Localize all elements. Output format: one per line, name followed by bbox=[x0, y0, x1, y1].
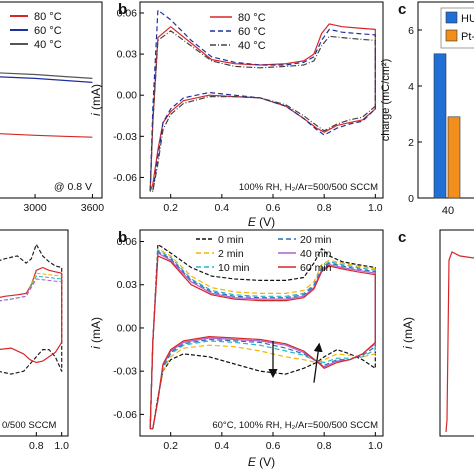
panel-c-top-category-label: 40 bbox=[442, 205, 454, 217]
panel-a-top-frame bbox=[0, 1, 103, 199]
panel-c-top-ytick-label: 4 bbox=[408, 81, 414, 93]
panel-b-bottom-ytick-label: -0.03 bbox=[113, 366, 137, 378]
panel-a-top-legend-label: 60 °C bbox=[34, 25, 62, 37]
panel-b-top-series-40-c bbox=[149, 30, 376, 192]
panel-letter-b-top: b bbox=[118, 1, 127, 18]
panel-b-top-ytick-label: 0.06 bbox=[117, 7, 138, 19]
panel-a-top-legend-label: 80 °C bbox=[34, 11, 62, 23]
panel-a-top-series-60-c bbox=[0, 76, 93, 83]
panel-letter-c-bottom: c bbox=[398, 229, 406, 246]
panel-a-bottom-xtick-label: 0.8 bbox=[29, 440, 44, 452]
panel-c-top-ytick-label: 2 bbox=[408, 137, 414, 149]
panel-c-top-legend-swatch bbox=[445, 11, 458, 24]
panel-b-bottom-ytick-label: -0.06 bbox=[113, 409, 137, 421]
panel-b-top-legend-label: 80 °C bbox=[238, 12, 266, 24]
panel-b-bottom-series-10-min bbox=[149, 249, 376, 430]
panel-a-top-xtick-label: 3000 bbox=[23, 202, 47, 214]
panel-b-bottom-series-2-min bbox=[149, 248, 376, 430]
panel-b-bottom-xtick-label: 1.0 bbox=[368, 440, 383, 452]
panel-b-bottom-legend-label: 60 min bbox=[300, 262, 332, 274]
panel-b-bottom-ytick-label: 0.00 bbox=[117, 322, 138, 334]
panel-b-top-xtick-label: 1.0 bbox=[368, 202, 383, 214]
panel-letter-c-top: c bbox=[398, 1, 406, 18]
panel-b-top-ylabel: i (mA) bbox=[89, 84, 103, 116]
panel-c-top-legend-label: Pt- bbox=[461, 31, 474, 43]
panel-b-top-ytick-label: 0.00 bbox=[117, 90, 138, 102]
panel-b-top-legend-label: 40 °C bbox=[238, 40, 266, 52]
panel-b-top-ytick-label: 0.03 bbox=[117, 49, 138, 61]
panel-b-top-ytick-label: -0.03 bbox=[113, 131, 137, 143]
panel-b-top-legend-label: 60 °C bbox=[238, 26, 266, 38]
panel-a-bottom-extra-trace bbox=[0, 278, 62, 302]
panel-b-bottom-legend-label: 0 min bbox=[218, 234, 244, 246]
panel-a-top-annotation: @ 0.8 V bbox=[54, 181, 92, 193]
panel-b-bottom-xtick-label: 0.2 bbox=[163, 440, 178, 452]
panel-a-bottom-xtick-label: 1.0 bbox=[54, 440, 69, 452]
panel-c-bottom-frame bbox=[439, 229, 474, 437]
panel-b-bottom-xlabel: E (V) bbox=[248, 455, 275, 469]
panel-b-bottom-xtick-label: 0.8 bbox=[317, 440, 332, 452]
panel-c-top-ytick-label: 0 bbox=[408, 193, 414, 205]
panel-b-top-xtick-label: 0.8 bbox=[317, 202, 332, 214]
panel-b-top-xtick-label: 0.6 bbox=[266, 202, 281, 214]
panel-b-bottom-series-60-min bbox=[149, 255, 376, 430]
panel-c-top-ytick-label: 6 bbox=[408, 25, 414, 37]
panel-b-top-xtick-label: 0.4 bbox=[215, 202, 230, 214]
panel-a-bottom-frame bbox=[0, 229, 69, 437]
panel-b-bottom-ytick-label: 0.06 bbox=[117, 236, 138, 248]
panel-c-top-bar-pt bbox=[447, 116, 461, 199]
panel-b-bottom-annotation: 60°C, 100% RH, H₂/Ar=500/500 SCCM bbox=[212, 420, 378, 431]
panel-a-bottom-annotation: 0/500 SCCM bbox=[2, 420, 56, 431]
panel-c-top-legend-swatch bbox=[445, 29, 458, 42]
panel-c-bottom-series bbox=[445, 251, 474, 433]
panel-b-bottom-legend-label: 40 min bbox=[300, 248, 332, 260]
panel-letter-b-bottom: b bbox=[118, 229, 127, 246]
panel-a-top-xtick-label: 3600 bbox=[81, 202, 105, 214]
panel-b-bottom-series-0-min bbox=[149, 243, 376, 430]
panel-c-top-legend-box bbox=[440, 7, 474, 49]
panel-b-top-xlabel: E (V) bbox=[248, 215, 275, 229]
panel-b-bottom-ylabel: i (mA) bbox=[89, 317, 103, 349]
panel-b-top-frame bbox=[139, 1, 384, 199]
panel-a-top-legend-label: 40 °C bbox=[34, 39, 62, 51]
panel-c-bottom-ylabel: i (mA) bbox=[401, 317, 415, 349]
panel-b-bottom-ytick-label: 0.03 bbox=[117, 279, 138, 291]
panel-b-top-ytick-label: -0.06 bbox=[113, 172, 137, 184]
panel-c-top-ylabel: charge (mC/cm²) bbox=[380, 59, 392, 142]
panel-b-top-annotation: 100% RH, H₂/Ar=500/500 SCCM bbox=[239, 182, 378, 193]
panel-a-top-series-80-c bbox=[0, 133, 93, 138]
panel-b-bottom-legend-label: 20 min bbox=[300, 234, 332, 246]
panel-b-top-xtick-label: 0.2 bbox=[163, 202, 178, 214]
panel-b-bottom-legend-label: 10 min bbox=[218, 262, 250, 274]
panel-b-bottom-arrow-1 bbox=[313, 342, 323, 383]
panel-b-bottom-xtick-label: 0.4 bbox=[215, 440, 230, 452]
panel-b-top-series-60-c bbox=[149, 9, 376, 192]
panel-a-top-series-40-c bbox=[0, 72, 93, 79]
panel-b-bottom-series-40-min bbox=[149, 252, 376, 430]
panel-b-bottom-legend-label: 2 min bbox=[218, 248, 244, 260]
panel-c-top-bar-hu bbox=[433, 53, 447, 199]
panel-b-bottom-frame bbox=[139, 229, 384, 437]
panel-b-bottom-xtick-label: 0.6 bbox=[266, 440, 281, 452]
panel-c-top-legend-label: HU bbox=[461, 13, 474, 25]
panel-a-bottom-series-60-min bbox=[0, 266, 63, 364]
